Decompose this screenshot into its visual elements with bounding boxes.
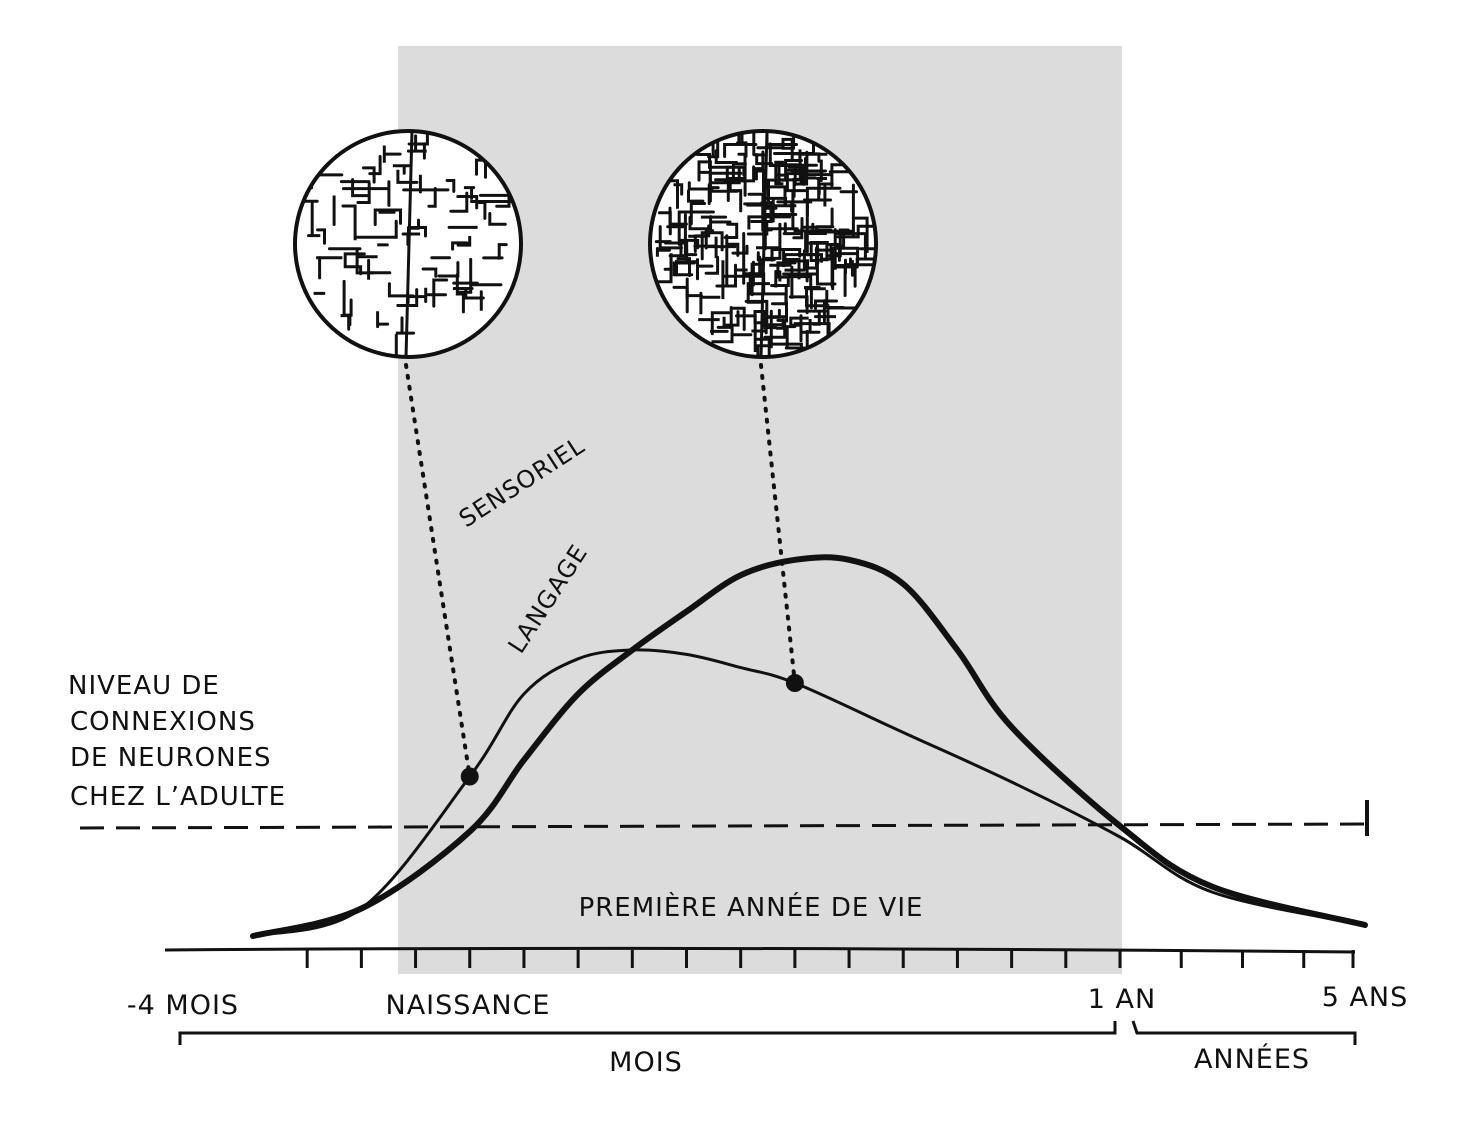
highlight-point xyxy=(460,767,479,786)
highlight-connectors xyxy=(404,363,797,779)
x-tick-label-1-an: 1 AN xyxy=(1088,984,1156,1015)
dense-neuron-network-icon xyxy=(648,129,878,359)
highlight-point xyxy=(785,674,804,692)
adult-level-label-line-1: NIVEAU DE xyxy=(68,671,220,701)
sparse-neuron-network-icon xyxy=(293,129,523,359)
x-tick-label-minus-4-mois: -4 MOIS xyxy=(127,990,239,1021)
series-line-langage xyxy=(250,554,1368,939)
years-scale-label: ANNÉES xyxy=(1194,1043,1310,1075)
years-bracket xyxy=(1131,1020,1357,1045)
x-tick-label-5-ans: 5 ANS xyxy=(1322,982,1409,1013)
x-tick-label-naissance: NAISSANCE xyxy=(386,990,551,1021)
months-scale-label: MOIS xyxy=(609,1047,683,1078)
time-axis xyxy=(164,946,1356,968)
dotted-connector xyxy=(404,363,472,779)
series-line-sensoriel xyxy=(251,648,1367,938)
highlight-points xyxy=(460,674,804,786)
x-axis-line xyxy=(164,946,1356,954)
dotted-connector xyxy=(759,363,797,685)
months-bracket xyxy=(178,1021,1117,1045)
adult-level-label-line-3: DE NEURONES xyxy=(70,743,272,773)
chart-series xyxy=(250,554,1369,939)
adult-level-label-line-2: CONNEXIONS xyxy=(70,707,256,737)
neuron-bubbles xyxy=(293,129,878,359)
first-year-label: PREMIÈRE ANNÉE DE VIE xyxy=(579,891,924,923)
adult-level-label-line-4: CHEZ L’ADULTE xyxy=(70,782,286,812)
